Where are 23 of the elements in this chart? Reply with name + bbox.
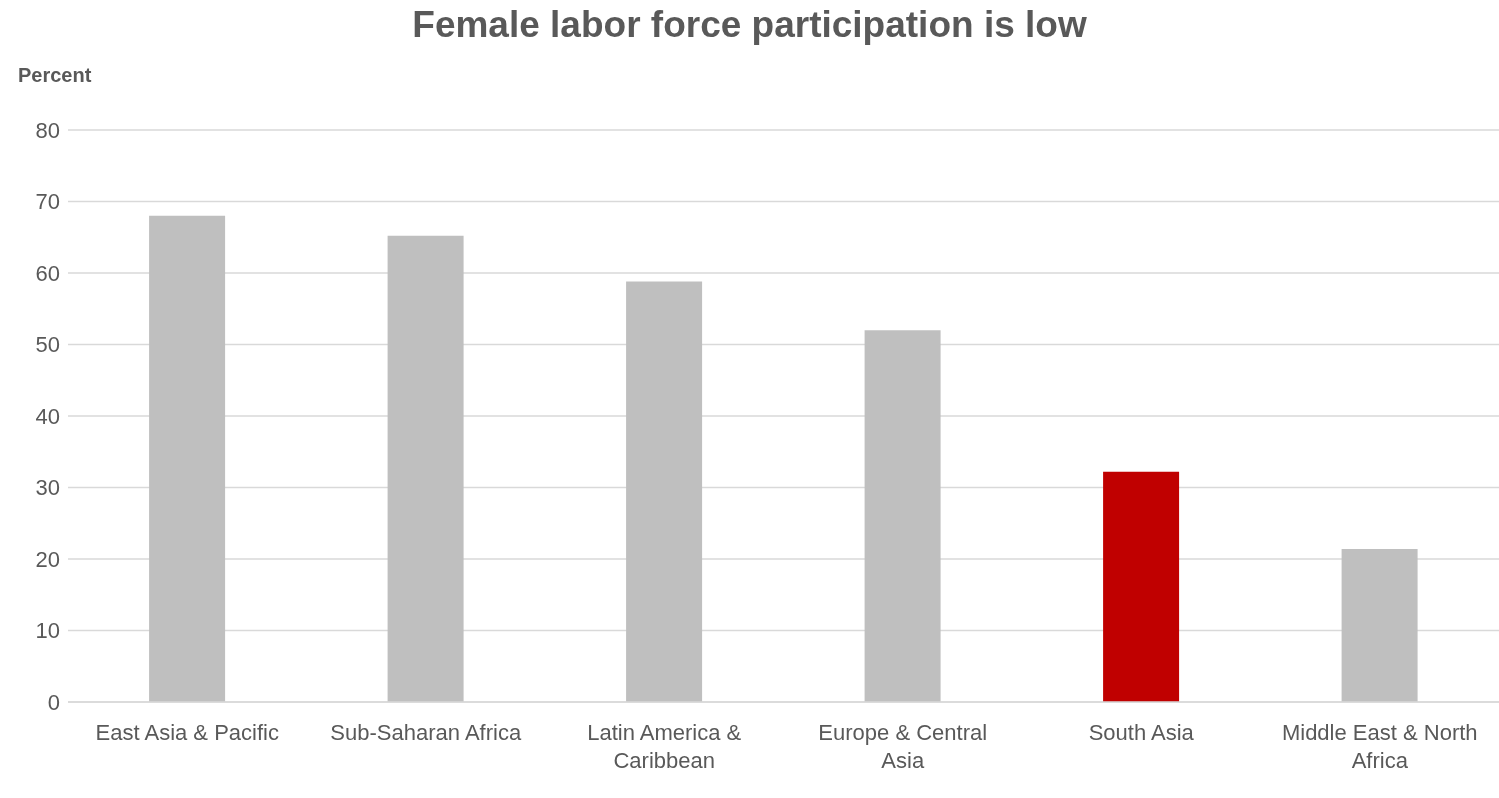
y-tick-label: 0	[47, 689, 60, 715]
x-tick-label: Sub-Saharan Africa	[330, 720, 522, 745]
y-tick-label: 60	[35, 260, 60, 286]
y-tick-label: 50	[35, 332, 60, 358]
bar	[149, 215, 226, 702]
bar	[1103, 471, 1180, 702]
x-tick-label: Europe & Central Asia	[818, 720, 988, 773]
x-tick-label: Latin America & Caribbean	[587, 720, 742, 773]
y-tick-label: 10	[35, 618, 60, 644]
bar	[626, 281, 703, 702]
x-tick-label: East Asia & Pacific	[95, 720, 279, 745]
y-tick-label: 40	[35, 403, 60, 429]
x-tick-label: South Asia	[1088, 720, 1195, 745]
bar	[864, 330, 941, 702]
y-tick-label: 30	[35, 475, 60, 501]
y-axis-title: Percent	[18, 64, 92, 87]
bar	[387, 235, 464, 702]
y-tick-label: 70	[35, 189, 60, 215]
y-tick-label: 20	[35, 546, 60, 572]
bar	[1341, 548, 1418, 702]
chart-title: Female labor force participation is low	[411, 4, 1088, 46]
y-tick-label: 80	[35, 117, 60, 143]
x-tick-label: Middle East & North Africa	[1281, 720, 1478, 773]
